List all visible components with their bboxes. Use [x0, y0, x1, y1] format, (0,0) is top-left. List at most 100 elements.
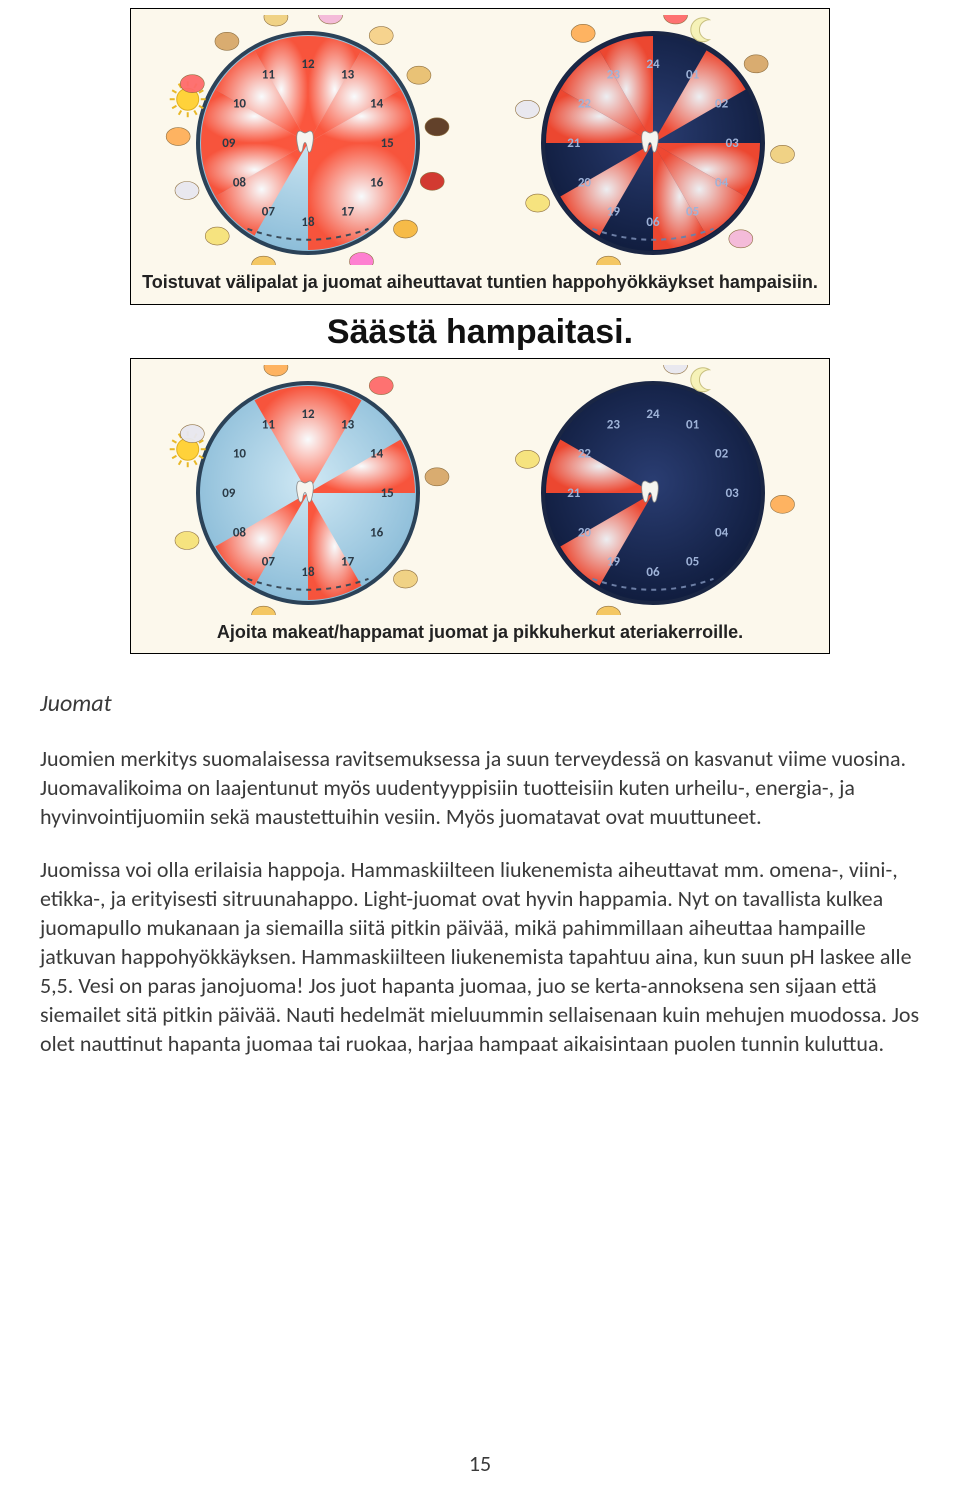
- svg-text:18: 18: [301, 215, 315, 230]
- milk-glass-icon: [663, 365, 687, 374]
- svg-text:03: 03: [725, 486, 739, 501]
- ice-cream-icon: [318, 15, 342, 24]
- night-clock-good: 19 20 21 22 23 24 01 02 03 04 05 06: [498, 365, 808, 615]
- cereal-bowl-icon: [596, 256, 620, 265]
- svg-text:17: 17: [341, 554, 355, 569]
- cheese-icon: [525, 194, 549, 212]
- wrapped-candy-icon: [349, 252, 373, 265]
- svg-text:16: 16: [369, 525, 383, 540]
- milk-glass-icon: [180, 424, 204, 442]
- ice-cream-icon: [728, 230, 752, 248]
- svg-text:19: 19: [606, 205, 620, 220]
- article-body: Juomat Juomien merkitys suomalaisessa ra…: [40, 688, 920, 1058]
- candy-icon: [369, 376, 393, 394]
- clocks-row: 07 08 09 10 11 12 13 14 15 16 17 18 19 20 21 22 23 24 01 0…: [139, 365, 821, 615]
- svg-text:04: 04: [714, 525, 728, 540]
- cereal-bowl-icon: [596, 606, 620, 615]
- svg-text:15: 15: [380, 486, 393, 501]
- candy-icon: [663, 15, 687, 24]
- cheese-icon: [205, 227, 229, 245]
- article-heading: Juomat: [40, 688, 920, 720]
- svg-text:12: 12: [301, 57, 315, 72]
- svg-text:11: 11: [261, 417, 275, 432]
- svg-text:14: 14: [369, 446, 383, 461]
- svg-text:24: 24: [646, 57, 660, 72]
- cheese-icon: [515, 450, 539, 468]
- chocolate-bar-icon: [424, 118, 448, 136]
- svg-text:17: 17: [341, 205, 355, 220]
- svg-text:23: 23: [606, 67, 620, 82]
- biscuits-icon: [744, 55, 768, 73]
- svg-text:01: 01: [686, 417, 700, 432]
- svg-text:21: 21: [567, 486, 581, 501]
- cereal-bowl-icon: [251, 256, 275, 265]
- svg-text:24: 24: [646, 406, 660, 421]
- svg-text:06: 06: [646, 565, 660, 580]
- svg-text:22: 22: [577, 446, 591, 461]
- svg-text:13: 13: [341, 417, 355, 432]
- crisps-icon: [770, 495, 794, 513]
- svg-text:23: 23: [606, 417, 620, 432]
- svg-text:08: 08: [232, 176, 246, 191]
- biscuits-icon: [424, 467, 448, 485]
- crisps-icon: [166, 128, 190, 146]
- svg-text:10: 10: [232, 96, 246, 111]
- fruit-icon: [393, 220, 417, 238]
- svg-text:07: 07: [261, 205, 275, 220]
- crisps-icon: [263, 365, 287, 376]
- svg-text:05: 05: [686, 554, 699, 569]
- chips-icon: [263, 15, 287, 26]
- svg-text:18: 18: [301, 565, 315, 580]
- svg-text:14: 14: [369, 96, 383, 111]
- svg-text:02: 02: [714, 96, 728, 111]
- svg-text:04: 04: [714, 176, 728, 191]
- svg-text:19: 19: [606, 554, 620, 569]
- svg-text:15: 15: [380, 136, 393, 151]
- biscuits-icon: [214, 32, 238, 50]
- article-paragraph-1: Juomien merkitys suomalaisessa ravitsemu…: [40, 744, 920, 831]
- svg-text:12: 12: [301, 406, 315, 421]
- bread-icon: [406, 66, 430, 84]
- svg-text:11: 11: [261, 67, 275, 82]
- heading-big: Säästä hampaitasi.: [130, 313, 830, 352]
- infographic-panel-bad: 07 08 09 10 11 12 13 14 15 16 17 18 19 20 21 22 23 24 01 0…: [130, 8, 830, 305]
- chips-icon: [770, 145, 794, 163]
- svg-text:06: 06: [646, 215, 660, 230]
- svg-text:13: 13: [341, 67, 355, 82]
- svg-text:20: 20: [577, 525, 591, 540]
- svg-text:21: 21: [567, 136, 581, 151]
- caption-good: Ajoita makeat/happamat juomat ja pikkuhe…: [139, 621, 821, 644]
- crisps-icon: [571, 24, 595, 42]
- caption-bad: Toistuvat välipalat ja juomat aiheuttava…: [139, 271, 821, 294]
- svg-text:02: 02: [714, 446, 728, 461]
- svg-text:16: 16: [369, 176, 383, 191]
- milk-glass-icon: [515, 100, 539, 118]
- night-clock-bad: 19 20 21 22 23 24 01 02 03 04 05 06: [498, 15, 808, 265]
- infographic-panel-good: 07 08 09 10 11 12 13 14 15 16 17 18 19 20 21 22 23 24 01 0…: [130, 358, 830, 655]
- moon-icon: [690, 18, 709, 42]
- svg-text:03: 03: [725, 136, 739, 151]
- svg-text:10: 10: [232, 446, 246, 461]
- candy-icon: [180, 75, 204, 93]
- svg-text:20: 20: [577, 176, 591, 191]
- moon-icon: [690, 367, 709, 391]
- svg-text:22: 22: [577, 96, 591, 111]
- cereal-bowl-icon: [251, 606, 275, 615]
- milk-glass-icon: [174, 181, 198, 199]
- infographic-container: 07 08 09 10 11 12 13 14 15 16 17 18 19 20 21 22 23 24 01 0…: [130, 0, 830, 654]
- cheese-icon: [174, 531, 198, 549]
- cola-can-icon: [420, 172, 444, 190]
- svg-text:08: 08: [232, 525, 246, 540]
- svg-text:01: 01: [686, 67, 700, 82]
- article-paragraph-2: Juomissa voi olla erilaisia happoja. Ham…: [40, 855, 920, 1058]
- soup-icon: [369, 27, 393, 45]
- svg-text:09: 09: [222, 136, 236, 151]
- day-clock-good: 07 08 09 10 11 12 13 14 15 16 17 18: [153, 365, 463, 615]
- day-clock-bad: 07 08 09 10 11 12 13 14 15 16 17 18: [153, 15, 463, 265]
- page-number: 15: [0, 1450, 960, 1477]
- clocks-row: 07 08 09 10 11 12 13 14 15 16 17 18 19 20 21 22 23 24 01 0…: [139, 15, 821, 265]
- svg-text:07: 07: [261, 554, 275, 569]
- chips-icon: [393, 570, 417, 588]
- svg-text:09: 09: [222, 486, 236, 501]
- svg-text:05: 05: [686, 205, 699, 220]
